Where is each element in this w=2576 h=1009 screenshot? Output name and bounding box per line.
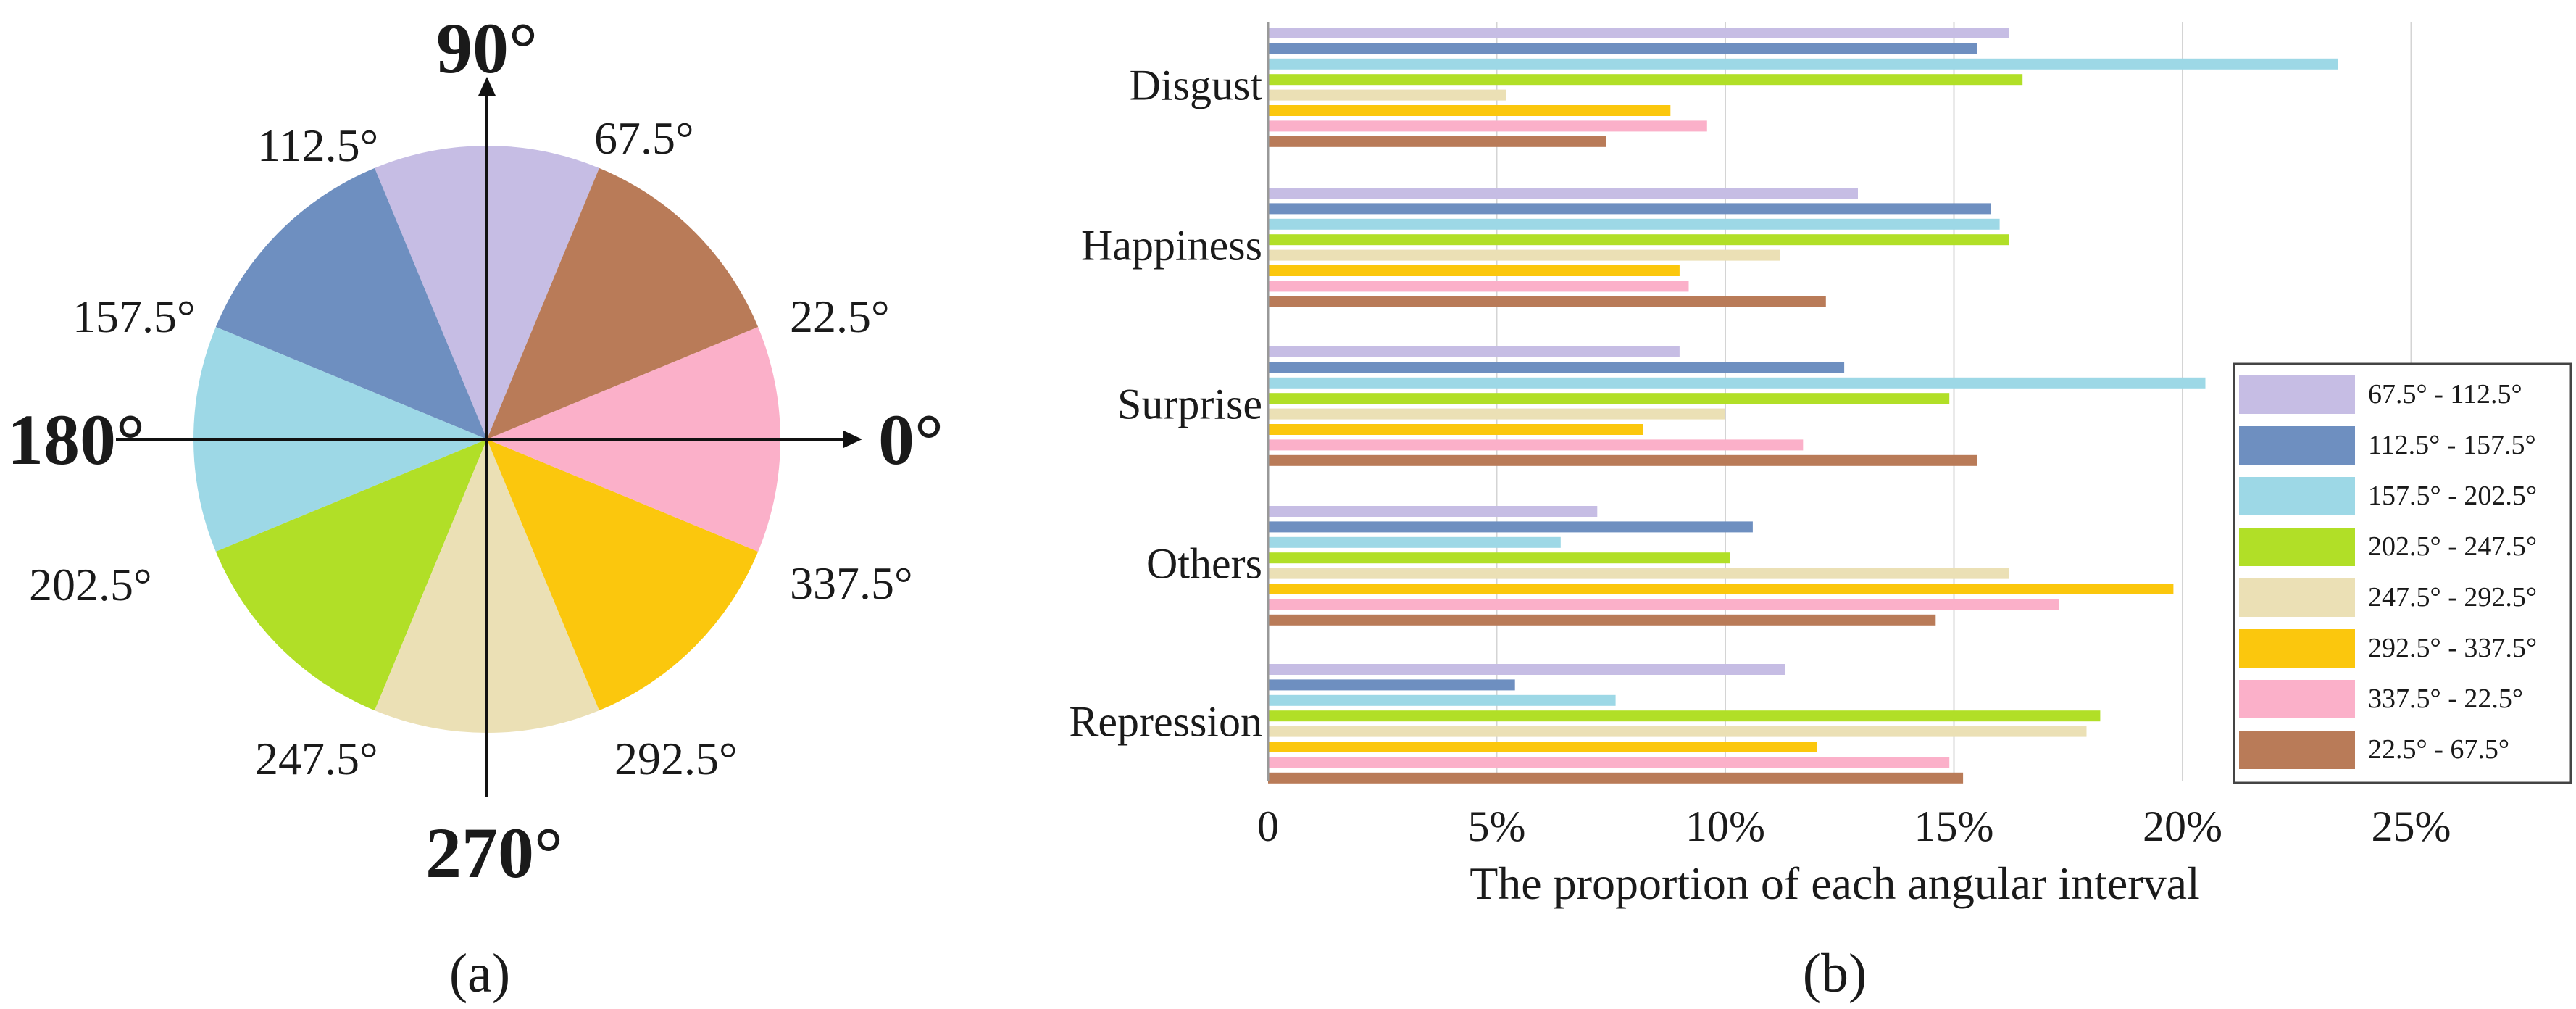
category-label-disgust: Disgust bbox=[1130, 62, 1263, 109]
bar-happiness-112-5-157-5 bbox=[1268, 203, 1991, 215]
vertical-axis-arrowhead bbox=[478, 77, 496, 96]
bar-repression-67-5-112-5 bbox=[1268, 664, 1785, 675]
axis-label-180: 180° bbox=[7, 399, 145, 480]
legend-swatch-337-5-22-5 bbox=[2239, 680, 2355, 718]
bar-surprise-247-5-292-5 bbox=[1268, 408, 1725, 420]
legend-swatch-67-5-112-5 bbox=[2239, 375, 2355, 414]
bar-others-22-5-67-5 bbox=[1268, 614, 1936, 626]
bar-repression-202-5-247-5 bbox=[1268, 710, 2101, 722]
x-tick-labels: 0 5% 10% 15% 20% 25% bbox=[1257, 802, 2451, 850]
bar-disgust-292-5-337-5 bbox=[1268, 105, 1671, 116]
bar-repression-247-5-292-5 bbox=[1268, 726, 2087, 737]
bar-disgust-247-5-292-5 bbox=[1268, 89, 1506, 101]
bar-surprise-112-5-157-5 bbox=[1268, 362, 1845, 373]
legend-swatch-157-5-202-5 bbox=[2239, 477, 2355, 515]
bar-repression-292-5-337-5 bbox=[1268, 742, 1817, 752]
panel-b-bar-chart: Disgust Happiness Surprise Others Repression… bbox=[1069, 22, 2572, 1004]
x-tick-15: 15% bbox=[1914, 802, 1994, 850]
x-tick-0: 0 bbox=[1257, 802, 1279, 850]
legend-label-247-5-292-5: 247.5° - 292.5° bbox=[2368, 582, 2537, 613]
bar-repression-22-5-67-5 bbox=[1268, 772, 1964, 784]
boundary-label-202-5: 202.5° bbox=[29, 559, 152, 610]
bar-others-292-5-337-5 bbox=[1268, 584, 2174, 594]
axis-label-270: 270° bbox=[425, 813, 563, 893]
legend-label-292-5-337-5: 292.5° - 337.5° bbox=[2368, 633, 2537, 663]
boundary-label-247-5: 247.5° bbox=[255, 733, 378, 784]
category-labels: Disgust Happiness Surprise Others Repression bbox=[1069, 62, 1262, 746]
bar-surprise-22-5-67-5 bbox=[1268, 454, 1977, 466]
bar-others-157-5-202-5 bbox=[1268, 536, 1561, 548]
bar-surprise-337-5-22-5 bbox=[1268, 439, 1804, 451]
pie-slice-292-5-337-5 bbox=[487, 439, 759, 711]
legend-items: 67.5° - 112.5° 112.5° - 157.5° 157.5° - 20… bbox=[2239, 375, 2537, 769]
boundary-label-337-5: 337.5° bbox=[790, 557, 913, 609]
caption-b: (b) bbox=[1803, 943, 1867, 1004]
bar-others-337-5-22-5 bbox=[1268, 599, 2059, 610]
pie-slice-112-5-157-5 bbox=[215, 167, 487, 439]
bar-happiness-22-5-67-5 bbox=[1268, 296, 1826, 307]
legend-label-337-5-22-5: 337.5° - 22.5° bbox=[2368, 684, 2523, 714]
boundary-label-112-5: 112.5° bbox=[257, 120, 378, 171]
bars bbox=[1268, 28, 2338, 784]
pie-slice-202-5-247-5 bbox=[215, 439, 487, 711]
legend-swatch-292-5-337-5 bbox=[2239, 629, 2355, 668]
bar-disgust-112-5-157-5 bbox=[1268, 43, 1977, 54]
bar-others-202-5-247-5 bbox=[1268, 552, 1730, 564]
legend-label-157-5-202-5: 157.5° - 202.5° bbox=[2368, 481, 2537, 511]
bar-others-247-5-292-5 bbox=[1268, 568, 2009, 579]
horizontal-axis-arrowhead bbox=[843, 431, 862, 448]
bar-disgust-67-5-112-5 bbox=[1268, 28, 2009, 38]
bar-disgust-202-5-247-5 bbox=[1268, 74, 2023, 86]
bar-surprise-67-5-112-5 bbox=[1268, 346, 1680, 357]
boundary-label-67-5: 67.5° bbox=[594, 112, 694, 164]
boundary-label-22-5: 22.5° bbox=[790, 291, 890, 342]
x-tick-20: 20% bbox=[2143, 802, 2222, 850]
bar-happiness-292-5-337-5 bbox=[1268, 265, 1680, 276]
bar-disgust-22-5-67-5 bbox=[1268, 136, 1606, 147]
legend-label-112-5-157-5: 112.5° - 157.5° bbox=[2368, 430, 2536, 460]
panel-a-angle-wheel: 0° 90° 180° 270° 22.5° 67.5° 112.5° 157.… bbox=[7, 8, 943, 1004]
category-label-surprise: Surprise bbox=[1117, 381, 1262, 428]
bar-surprise-202-5-247-5 bbox=[1268, 393, 1950, 404]
bar-disgust-157-5-202-5 bbox=[1268, 58, 2338, 70]
bar-repression-112-5-157-5 bbox=[1268, 679, 1515, 691]
axis-label-90: 90° bbox=[436, 8, 538, 88]
legend-swatch-202-5-247-5 bbox=[2239, 528, 2355, 566]
x-tick-10: 10% bbox=[1685, 802, 1765, 850]
legend-swatch-112-5-157-5 bbox=[2239, 426, 2355, 465]
legend-swatch-247-5-292-5 bbox=[2239, 578, 2355, 617]
bar-surprise-292-5-337-5 bbox=[1268, 424, 1643, 435]
legend-label-67-5-112-5: 67.5° - 112.5° bbox=[2368, 379, 2522, 410]
bar-repression-157-5-202-5 bbox=[1268, 694, 1616, 706]
legend: 67.5° - 112.5° 112.5° - 157.5° 157.5° - 20… bbox=[2233, 362, 2572, 784]
bar-disgust-337-5-22-5 bbox=[1268, 120, 1707, 132]
bar-happiness-157-5-202-5 bbox=[1268, 218, 2000, 230]
bar-surprise-157-5-202-5 bbox=[1268, 377, 2206, 389]
boundary-label-157-5: 157.5° bbox=[72, 291, 196, 342]
legend-swatch-22-5-67-5 bbox=[2239, 731, 2355, 769]
bar-happiness-247-5-292-5 bbox=[1268, 249, 1780, 261]
category-label-others: Others bbox=[1146, 540, 1262, 588]
x-axis-label: The proportion of each angular interval bbox=[1470, 858, 2200, 909]
boundary-label-292-5: 292.5° bbox=[614, 733, 738, 784]
legend-label-202-5-247-5: 202.5° - 247.5° bbox=[2368, 531, 2537, 562]
bar-happiness-202-5-247-5 bbox=[1268, 234, 2009, 246]
bar-others-112-5-157-5 bbox=[1268, 521, 1753, 533]
bar-repression-337-5-22-5 bbox=[1268, 757, 1950, 768]
caption-a: (a) bbox=[449, 943, 510, 1004]
bar-happiness-337-5-22-5 bbox=[1268, 281, 1689, 292]
x-tick-5: 5% bbox=[1468, 802, 1526, 850]
category-label-happiness: Happiness bbox=[1081, 222, 1262, 270]
x-tick-25: 25% bbox=[2372, 802, 2451, 850]
bar-happiness-67-5-112-5 bbox=[1268, 188, 1858, 199]
axis-label-0: 0° bbox=[878, 399, 943, 480]
pie-slice-22-5-67-5 bbox=[487, 167, 759, 439]
bar-others-67-5-112-5 bbox=[1268, 506, 1598, 517]
legend-label-22-5-67-5: 22.5° - 67.5° bbox=[2368, 734, 2509, 765]
category-label-repression: Repression bbox=[1069, 698, 1262, 746]
